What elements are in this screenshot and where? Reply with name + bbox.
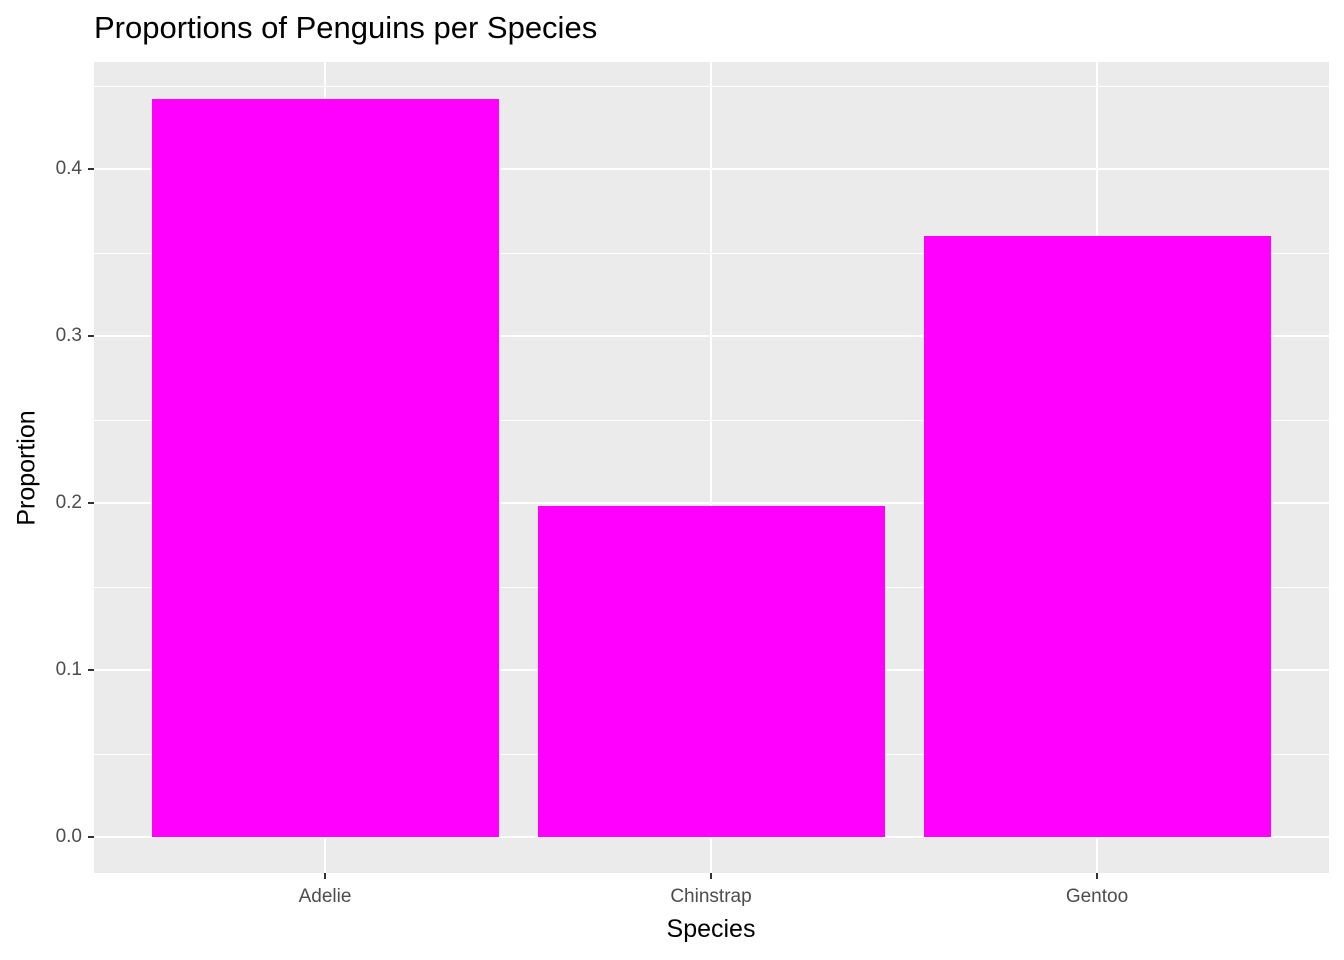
y-tick	[88, 502, 94, 504]
y-tick-label: 0.3	[55, 325, 82, 346]
bar-adelie	[151, 98, 499, 837]
y-axis-label: Proportion	[12, 410, 41, 526]
gridline-vertical	[710, 62, 712, 873]
x-tick	[710, 873, 712, 879]
y-tick	[88, 836, 94, 838]
y-tick-label: 0.1	[55, 659, 82, 680]
plot-panel	[94, 62, 1329, 873]
y-tick-label: 0.0	[55, 826, 82, 847]
x-axis-label: Species	[666, 915, 756, 943]
x-tick-label: Chinstrap	[670, 886, 752, 907]
y-tick	[88, 335, 94, 337]
chart-title: Proportions of Penguins per Species	[94, 10, 598, 45]
y-tick	[88, 669, 94, 671]
x-tick-label: Gentoo	[1065, 886, 1129, 907]
y-tick	[88, 168, 94, 170]
y-tick-label: 0.4	[55, 158, 82, 179]
x-tick	[1096, 873, 1098, 879]
x-tick-label: Adelie	[298, 886, 352, 907]
bar-gentoo	[923, 235, 1271, 837]
x-tick	[324, 873, 326, 879]
y-tick-label: 0.2	[55, 492, 82, 513]
bar-chinstrap	[537, 506, 885, 837]
